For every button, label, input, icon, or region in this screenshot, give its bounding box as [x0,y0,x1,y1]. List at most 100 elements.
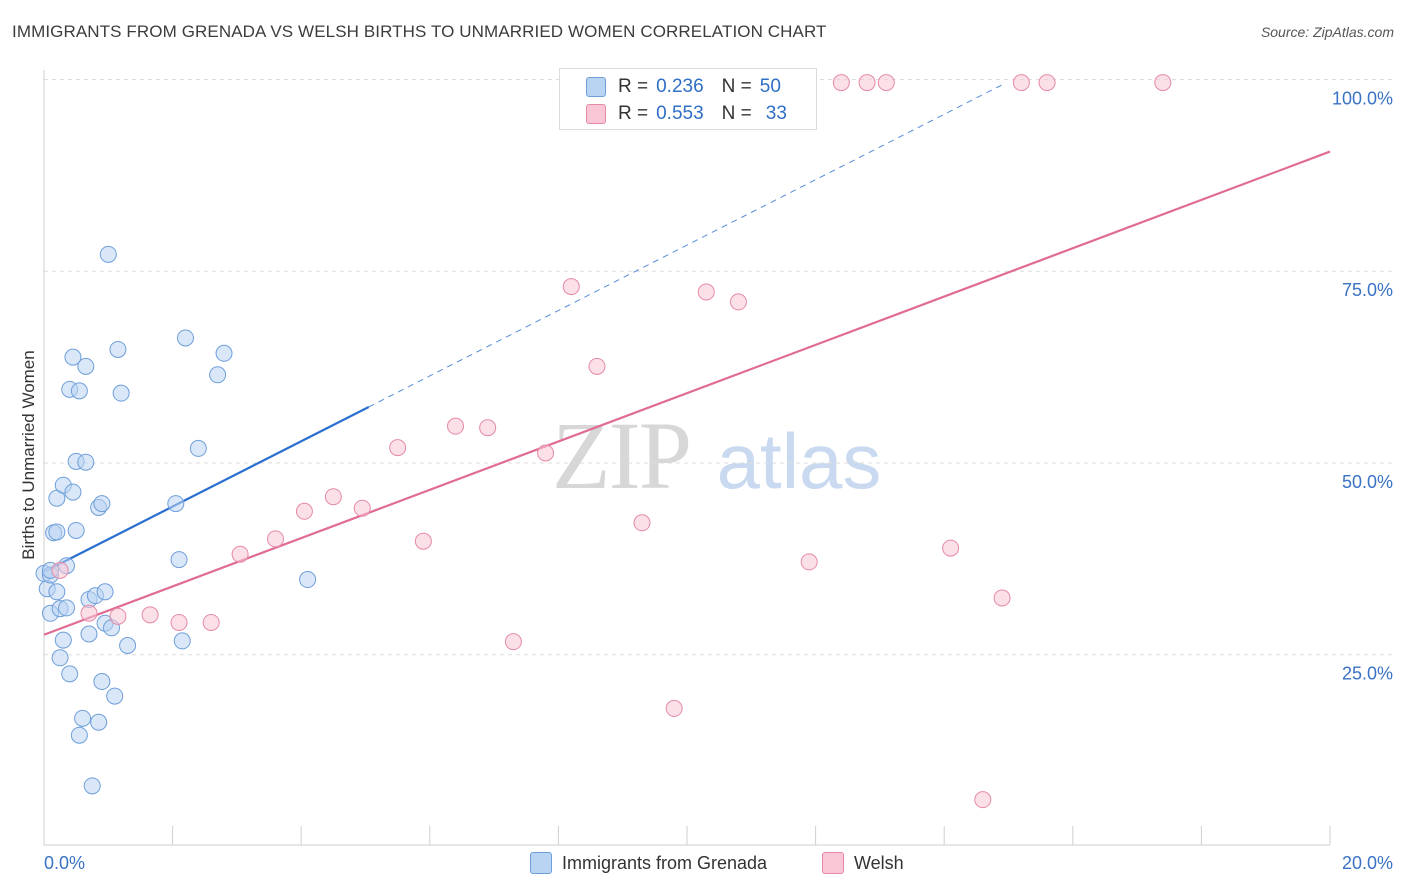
point-grenada [48,523,66,541]
x-tick-label-max: 20.0% [1342,853,1393,873]
y-tick-label: 50.0% [1342,472,1393,492]
point-grenada [209,366,227,384]
point-grenada [61,665,79,683]
point-grenada [189,439,207,457]
point-grenada [74,709,92,727]
point-welsh [504,633,522,651]
point-welsh [231,545,249,563]
point-welsh [974,791,992,809]
y-tick-label: 100.0% [1332,89,1393,109]
point-grenada [167,495,185,513]
grid-lines [44,79,1392,656]
trendline-welsh [43,150,1331,636]
legend-n-label: N = [721,103,752,124]
y-tick-label: 25.0% [1342,664,1393,684]
legend-item-welsh[interactable]: Welsh [822,852,904,874]
point-welsh [942,539,960,557]
point-grenada [99,245,117,263]
point-welsh [665,699,683,717]
point-welsh [832,74,850,92]
data-points [35,74,1172,809]
point-grenada [70,382,88,400]
axes [43,70,1331,846]
point-grenada [58,599,76,617]
point-grenada [70,726,88,744]
point-welsh [80,604,98,622]
point-grenada [109,340,127,358]
stats-legend: R = 0.236 N = 50 R = 0.553 N = 33 [559,68,817,130]
point-grenada [51,649,69,667]
y-tick-label: 75.0% [1342,280,1393,300]
legend-r-value: 0.553 [656,103,704,124]
trend-lines [43,84,1331,636]
legend-swatch-pink [822,852,844,874]
series-legend: Immigrants from Grenada Welsh [0,852,1406,878]
point-welsh [324,488,342,506]
point-grenada [90,713,108,731]
legend-swatch-pink [586,104,606,124]
point-grenada [299,571,317,589]
point-welsh [202,613,220,631]
legend-item-label: Immigrants from Grenada [562,852,768,873]
point-welsh [588,357,606,375]
point-grenada [64,348,82,366]
point-grenada [83,777,101,795]
point-welsh [51,561,69,579]
point-grenada [112,384,130,402]
y-axis-label: Births to Unmarried Women [19,350,38,559]
legend-swatch-blue [586,77,606,97]
point-welsh [993,589,1011,607]
point-grenada [119,636,137,654]
point-welsh [266,530,284,548]
point-welsh [141,606,159,624]
legend-n-value: 50 [759,76,781,97]
watermark-zip: ZIP [552,402,692,509]
point-welsh [447,417,465,435]
point-welsh [1154,74,1172,92]
legend-r-label: R = [618,76,649,97]
point-welsh [633,514,651,532]
point-grenada [67,521,85,539]
point-welsh [109,607,127,625]
trendline-grenada [43,405,370,573]
point-welsh [800,553,818,571]
point-grenada [215,344,233,362]
point-grenada [173,632,191,650]
point-welsh [295,502,313,520]
point-grenada [54,631,72,649]
legend-item-label: Welsh [854,852,904,873]
x-tick-label-min: 0.0% [44,853,85,873]
watermark: ZIP atlas [552,400,881,511]
trend-extension-grenada [368,84,1003,408]
legend-r-label: R = [618,103,649,124]
legend-n-label: N = [721,76,752,97]
point-welsh [353,499,371,517]
point-grenada [77,453,95,471]
legend-row-grenada: R = 0.236 N = 50 [586,75,781,99]
point-welsh [170,613,188,631]
tick-labels: 25.0% 50.0% 75.0% 100.0% 0.0% 20.0% [44,89,1393,874]
point-welsh [414,532,432,550]
point-grenada [106,687,124,705]
point-grenada [80,625,98,643]
point-grenada [93,673,111,691]
point-grenada [96,583,114,601]
legend-r-value: 0.236 [656,76,704,97]
point-grenada [176,329,194,347]
point-welsh [858,74,876,92]
point-welsh [877,74,895,92]
point-welsh [389,439,407,457]
point-welsh [537,444,555,462]
legend-swatch-blue [530,852,552,874]
legend-n-value: 33 [765,103,787,124]
point-grenada [64,483,82,501]
point-grenada [170,551,188,569]
point-welsh [1012,74,1030,92]
point-welsh [697,283,715,301]
legend-item-grenada[interactable]: Immigrants from Grenada [530,852,767,874]
legend-row-welsh: R = 0.553 N = 33 [586,102,787,126]
point-welsh [729,293,747,311]
chart-title: IMMIGRANTS FROM GRENADA VS WELSH BIRTHS … [12,22,827,41]
watermark-atlas: atlas [716,417,882,505]
